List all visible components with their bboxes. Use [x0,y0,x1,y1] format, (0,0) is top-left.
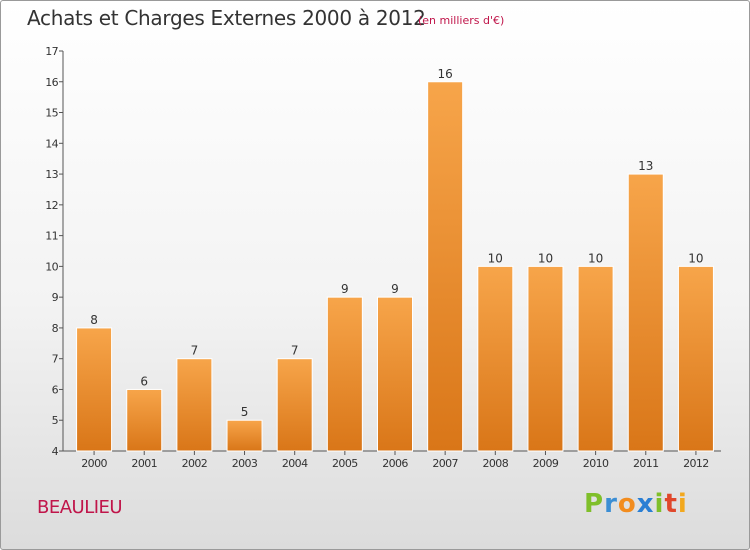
x-tick-label-2000: 2000 [81,457,107,470]
y-tick-label: 16 [45,76,58,89]
y-tick-label: 10 [45,260,58,273]
data-label-2003: 5 [241,405,249,419]
data-label-2010: 10 [588,251,603,265]
bar-2001 [126,388,163,452]
chart-unit: (en milliers d'€) [418,14,505,27]
bar-2006 [377,296,413,452]
bar-2011 [627,173,664,452]
brand-letter: r [604,489,618,519]
brand-letter: t [664,489,678,519]
bar-2002 [176,358,213,452]
x-tick-label-2005: 2005 [332,457,358,470]
x-tick-label-2004: 2004 [282,457,308,470]
bar-2000 [76,327,113,452]
y-tick-label: 5 [52,414,59,427]
location-label: BEAULIEU [37,497,123,518]
brand-letter: x [636,489,655,519]
x-tick-label-2012: 2012 [683,457,709,470]
data-label-2004: 7 [291,344,299,358]
data-label-2012: 10 [688,251,703,265]
data-label-2007: 16 [438,67,453,81]
bar-2010 [577,265,614,452]
bar-2012 [677,265,714,452]
x-ticks: 2000 2001 2002 2003 2004 2005 2006 2007 2008 2009… [81,451,709,470]
bar-2009 [527,265,564,452]
brand-letter: i [677,489,688,519]
y-tick-label: 4 [52,445,59,458]
x-tick-label-2001: 2001 [131,457,157,470]
x-tick-label-2002: 2002 [182,457,208,470]
x-tick-label-2009: 2009 [533,457,559,470]
data-label-2006: 9 [391,282,399,296]
x-tick-label-2008: 2008 [483,457,509,470]
data-label-2001: 6 [140,374,148,388]
bar-2003 [226,419,263,452]
y-tick-label: 14 [45,137,58,150]
y-tick-label: 17 [45,45,58,58]
data-label-2005: 9 [341,282,349,296]
y-tick-label: 9 [52,291,59,304]
y-tick-label: 6 [52,383,59,396]
y-tick-label: 13 [45,168,58,181]
y-tick-label: 7 [52,353,59,366]
x-tick-label-2006: 2006 [382,457,408,470]
chart-title: Achats et Charges Externes 2000 à 2012 [27,6,426,30]
brand-letter: o [617,489,637,519]
data-label-2008: 10 [488,251,503,265]
data-label-2011: 13 [638,159,653,173]
data-label-2000: 8 [90,313,98,327]
x-tick-label-2007: 2007 [432,457,458,470]
brand-letter: P [584,489,605,519]
data-label-2009: 10 [538,251,553,265]
y-tick-label: 8 [52,322,59,335]
bar-2004 [276,358,313,452]
bar-2008 [477,265,514,452]
y-tick-label: 11 [45,230,58,243]
bar-2005 [326,296,363,452]
brand-letter: i [654,489,665,519]
x-tick-label-2011: 2011 [633,457,659,470]
data-label-2002: 7 [191,344,199,358]
bar-2007 [427,81,464,452]
y-tick-label: 12 [45,199,58,212]
x-tick-label-2003: 2003 [232,457,258,470]
y-tick-label: 15 [45,107,58,120]
bars: 8 6 7 5 7 9 9 16 10 10 10 13 10 [76,67,714,452]
x-tick-label-2010: 2010 [583,457,609,470]
y-ticks: 4 5 6 7 8 9 10 11 12 13 14 15 16 17 [45,45,63,458]
brand-logo: Proxiti [584,489,688,519]
